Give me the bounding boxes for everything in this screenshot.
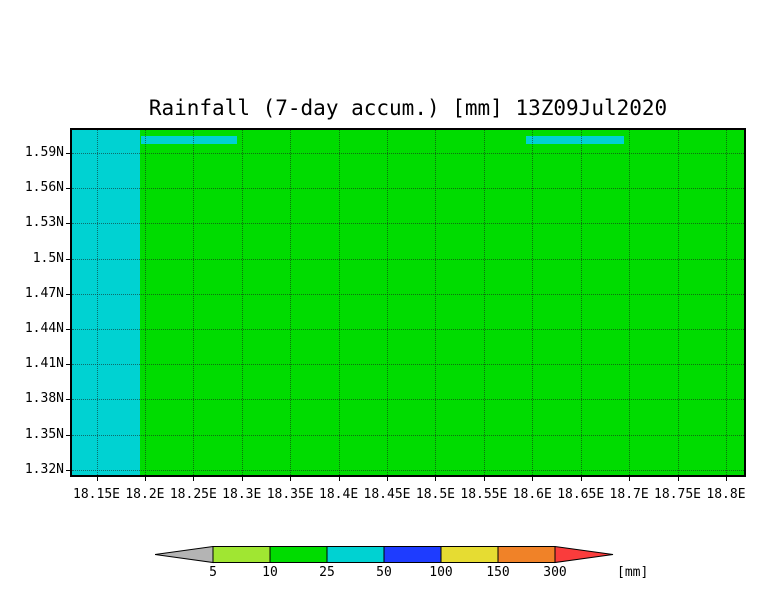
chart-title: Rainfall (7-day accum.) [mm] 13Z09Jul202…	[148, 96, 668, 120]
x-tick-mark	[435, 477, 437, 481]
colorbar-segment	[497, 546, 556, 563]
gridline-horizontal	[72, 399, 744, 401]
y-tick-mark	[66, 329, 70, 330]
x-tick-label: 18.4E	[319, 487, 359, 502]
x-tick-mark	[144, 477, 146, 481]
x-tick-mark	[193, 477, 195, 481]
gridline-horizontal	[72, 364, 744, 366]
y-tick-label: 1.56N	[24, 180, 64, 196]
gridline-vertical	[241, 130, 243, 475]
rain-region-north-band-2	[526, 136, 624, 144]
gridline-horizontal	[72, 223, 744, 225]
y-tick-mark	[66, 223, 70, 225]
gridline-horizontal	[72, 469, 744, 471]
gridline-horizontal	[72, 434, 744, 436]
x-tick-mark	[338, 477, 340, 481]
x-tick-label: 18.25E	[169, 487, 217, 502]
y-tick-label: 1.47N	[24, 285, 64, 301]
colorbar-legend: 5 10 25 50 100 150 300 [mm]	[154, 545, 695, 586]
x-tick-label: 18.75E	[654, 487, 702, 502]
x-tick-label: 18.45E	[363, 487, 411, 502]
gridline-vertical	[483, 130, 485, 475]
y-tick-label: 1.32N	[24, 461, 64, 477]
x-tick-label: 18.7E	[609, 487, 649, 502]
gridline-vertical	[290, 130, 292, 475]
gridline-horizontal	[72, 153, 744, 154]
x-tick-label: 18.8E	[706, 487, 746, 502]
y-tick-label: 1.35N	[24, 426, 64, 442]
colorbar-unit-label: [mm]	[617, 565, 649, 580]
colorbar-boundary-label: 25	[319, 565, 335, 580]
x-tick-label: 18.65E	[557, 487, 605, 502]
y-tick-label: 1.38N	[24, 391, 64, 407]
y-tick-label: 1.44N	[24, 321, 64, 336]
rain-region-north-band-1	[141, 136, 237, 144]
x-tick-label: 18.3E	[222, 487, 262, 502]
colorbar-boundary-label: 100	[429, 565, 453, 580]
colorbar-boundary-label: 10	[262, 565, 278, 580]
colorbar-boundary-label: 150	[486, 565, 510, 580]
colorbar-segment	[212, 546, 271, 563]
gridline-vertical	[193, 130, 195, 475]
grid-layer	[72, 130, 744, 475]
gridline-horizontal	[72, 293, 744, 295]
colorbar-segment	[326, 546, 385, 563]
gridline-vertical	[387, 130, 389, 475]
x-tick-label: 18.15E	[73, 487, 120, 502]
x-tick-mark	[580, 477, 582, 481]
y-tick-label: 1.5N	[32, 250, 64, 266]
gridline-horizontal	[72, 329, 744, 330]
colorbar-segment	[269, 546, 328, 563]
colorbar-segment	[383, 546, 442, 563]
colorbar-arrow-right	[554, 545, 614, 564]
x-tick-mark	[387, 477, 389, 481]
gridline-vertical	[629, 130, 631, 475]
gridline-vertical	[580, 130, 582, 475]
gridline-horizontal	[72, 188, 744, 190]
x-tick-label: 18.6E	[512, 487, 552, 502]
rain-region-west-band	[72, 130, 140, 475]
x-tick-mark	[677, 477, 679, 481]
y-tick-mark	[66, 399, 70, 401]
y-tick-label: 1.59N	[24, 145, 64, 160]
x-tick-label: 18.5E	[415, 487, 456, 502]
y-tick-mark	[66, 258, 70, 260]
colorbar-boundary-label: 50	[376, 565, 392, 580]
y-tick-mark	[66, 293, 70, 295]
gridline-vertical	[435, 130, 437, 475]
x-tick-mark	[532, 477, 534, 481]
gridline-vertical	[144, 130, 146, 475]
x-tick-mark	[629, 477, 631, 481]
map-plot-area	[70, 128, 746, 477]
x-tick-label: 18.2E	[125, 487, 165, 502]
x-tick-mark	[96, 477, 98, 481]
gridline-horizontal	[72, 258, 744, 260]
y-tick-mark	[66, 434, 70, 436]
x-tick-mark	[725, 477, 727, 481]
colorbar-segment	[440, 546, 499, 563]
y-tick-mark	[66, 188, 70, 190]
x-tick-mark	[483, 477, 485, 481]
gridline-vertical	[338, 130, 340, 475]
gridline-vertical	[532, 130, 534, 475]
colorbar-boundary-label: 5	[209, 565, 217, 580]
gridline-vertical	[96, 130, 98, 475]
x-tick-mark	[241, 477, 243, 481]
y-tick-mark	[66, 469, 70, 471]
y-tick-mark	[66, 153, 70, 154]
y-tick-label: 1.53N	[24, 215, 64, 231]
colorbar-arrow-left	[154, 545, 214, 564]
y-tick-mark	[66, 364, 70, 366]
x-tick-label: 18.35E	[266, 487, 314, 502]
y-tick-label: 1.41N	[24, 356, 64, 372]
colorbar-svg	[154, 545, 614, 564]
gridline-vertical	[725, 130, 727, 475]
x-tick-label: 18.55E	[460, 487, 508, 502]
gridline-vertical	[677, 130, 679, 475]
colorbar-boundary-label: 300	[543, 565, 567, 580]
x-tick-mark	[290, 477, 292, 481]
